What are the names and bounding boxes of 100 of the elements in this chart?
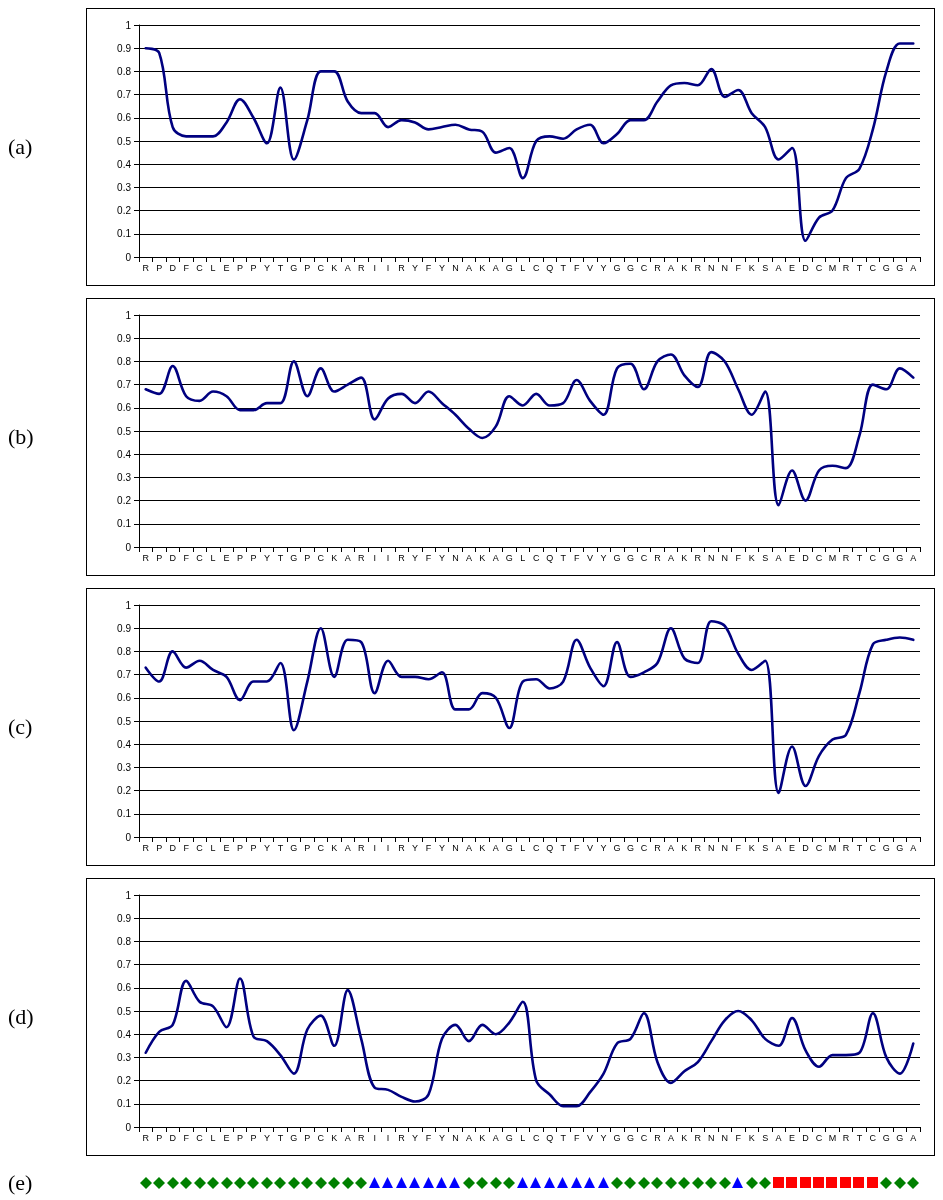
y-tick-label: 0 <box>125 831 132 843</box>
y-tick-label: 0.7 <box>117 959 132 971</box>
text: (c) <box>8 714 34 740</box>
x-tick-label: P <box>236 842 243 853</box>
line-series <box>144 350 915 507</box>
x-tick-label: A <box>492 262 499 273</box>
line-series <box>144 42 915 243</box>
x-tick-label: R <box>357 842 365 853</box>
x-tick-label: D <box>802 552 810 563</box>
x-tick-label: C <box>869 262 877 273</box>
x-tick-label: S <box>762 1132 769 1143</box>
x-tick-label: P <box>250 552 257 563</box>
x-tick-label: C <box>532 1132 540 1143</box>
x-tick-label: E <box>789 262 796 273</box>
x-tick-label: G <box>505 552 513 563</box>
x-tick-label: G <box>505 842 513 853</box>
x-tick-label: C <box>196 262 204 273</box>
x-tick-label: D <box>802 262 810 273</box>
x-tick-label: A <box>344 552 351 563</box>
x-tick-label: R <box>694 842 702 853</box>
y-tick-label: 0.5 <box>117 1005 132 1017</box>
x-tick-label: A <box>465 842 472 853</box>
x-tick-label: V <box>587 1132 594 1143</box>
x-tick-label: G <box>896 262 904 273</box>
y-tick-label: 0.7 <box>117 669 132 681</box>
x-tick-label: Q <box>546 1132 554 1143</box>
x-tick-label: K <box>479 262 486 273</box>
x-tick-label: P <box>156 262 163 273</box>
x-tick-label: N <box>721 262 728 273</box>
x-tick-label: A <box>775 1132 782 1143</box>
x-tick-label: R <box>398 1132 406 1143</box>
x-tick-label: V <box>587 552 594 563</box>
text: (b) <box>8 424 35 450</box>
y-tick-label: 0.5 <box>117 715 132 727</box>
x-tick-label: P <box>250 1132 257 1143</box>
x-tick-label: E <box>223 552 230 563</box>
x-tick-label: R <box>694 1132 702 1143</box>
x-tick-label: K <box>681 262 688 273</box>
x-tick-label: R <box>654 262 662 273</box>
x-tick-label: T <box>277 842 284 853</box>
y-tick-label: 0.4 <box>117 1028 132 1040</box>
x-tick-label: C <box>317 842 325 853</box>
x-tick-label: G <box>613 842 621 853</box>
x-tick-label: Q <box>546 552 554 563</box>
x-tick-label: T <box>560 1132 567 1143</box>
x-tick-label: R <box>142 262 150 273</box>
x-tick-label: I <box>386 552 390 563</box>
y-tick-label: 0.6 <box>117 692 132 704</box>
x-tick-label: T <box>560 842 567 853</box>
y-tick-label: 0.5 <box>117 425 132 437</box>
x-tick-label: R <box>357 262 365 273</box>
x-tick-label: P <box>156 842 163 853</box>
x-tick-label: P <box>250 262 257 273</box>
x-tick-label: C <box>815 552 823 563</box>
x-tick-label: P <box>156 552 163 563</box>
x-tick-label: D <box>802 842 810 853</box>
x-tick-label: G <box>505 262 513 273</box>
x-tick-label: N <box>721 1132 728 1143</box>
x-tick-label: K <box>748 552 755 563</box>
y-tick-label: 0.8 <box>117 355 132 367</box>
x-tick-label: T <box>277 262 284 273</box>
x-tick-label: K <box>479 842 486 853</box>
y-tick-label: 1 <box>125 889 132 901</box>
x-tick-label: L <box>210 552 216 563</box>
y-tick-label: 0.6 <box>117 402 132 414</box>
x-tick-label: A <box>910 842 917 853</box>
x-tick-label: P <box>236 262 243 273</box>
x-tick-label: K <box>479 552 486 563</box>
x-tick-label: A <box>492 552 499 563</box>
x-tick-label: F <box>573 552 580 563</box>
x-tick-label: V <box>587 842 594 853</box>
x-tick-label: C <box>532 842 540 853</box>
x-tick-label: M <box>828 842 837 853</box>
x-tick-label: R <box>357 552 365 563</box>
x-tick-label: G <box>882 552 890 563</box>
x-tick-label: Y <box>263 1132 270 1143</box>
x-tick-label: K <box>331 1132 338 1143</box>
y-tick-label: 0.2 <box>117 495 132 507</box>
line-series <box>144 977 915 1108</box>
x-tick-label: Y <box>600 552 607 563</box>
x-tick-label: C <box>317 262 325 273</box>
x-tick-label: F <box>425 552 432 563</box>
x-tick-label: N <box>708 842 715 853</box>
y-tick-label: 0.4 <box>117 158 132 170</box>
x-tick-label: Y <box>438 842 445 853</box>
x-tick-label: A <box>344 1132 351 1143</box>
x-tick-label: R <box>842 262 850 273</box>
x-tick-label: F <box>183 552 190 563</box>
x-tick-label: K <box>331 552 338 563</box>
x-tick-label: G <box>505 1132 513 1143</box>
y-tick-label: 0.9 <box>117 332 132 344</box>
x-tick-label: E <box>223 1132 230 1143</box>
x-tick-label: R <box>357 1132 365 1143</box>
x-tick-label: R <box>842 1132 850 1143</box>
x-tick-label: Y <box>438 1132 445 1143</box>
x-tick-label: Y <box>438 552 445 563</box>
x-tick-label: C <box>532 262 540 273</box>
x-tick-label: E <box>223 262 230 273</box>
x-tick-label: A <box>667 262 674 273</box>
x-tick-label: S <box>762 262 769 273</box>
